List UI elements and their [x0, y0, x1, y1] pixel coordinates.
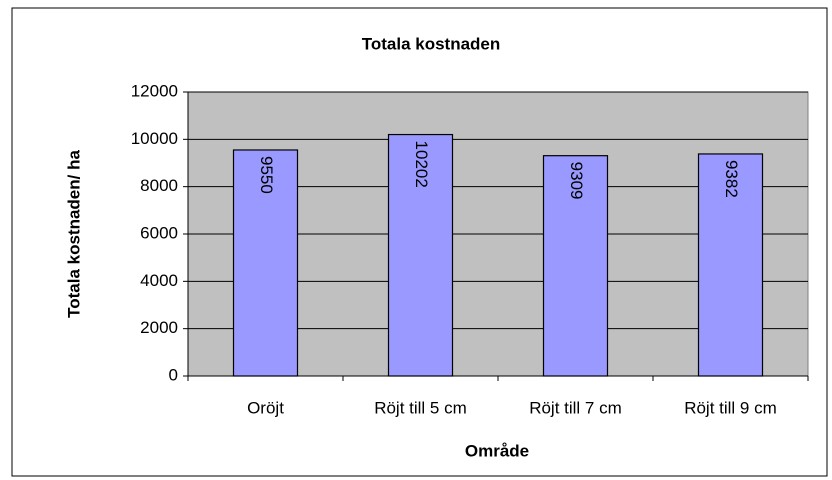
- x-tick-label: Oröjt: [247, 398, 284, 417]
- data-label: 9309: [567, 162, 586, 200]
- y-axis-label: Totala kostnaden/ ha: [64, 150, 83, 318]
- x-tick-label: Röjt till 5 cm: [374, 398, 467, 417]
- y-tick-label: 2000: [140, 318, 178, 337]
- y-tick-label: 6000: [140, 223, 178, 242]
- y-tick-label: 12000: [131, 81, 178, 100]
- y-tick-label: 10000: [131, 129, 178, 148]
- bar: [387, 133, 454, 377]
- y-tick-label: 8000: [140, 176, 178, 195]
- bar: [232, 149, 299, 377]
- y-tick-label: 0: [169, 365, 178, 384]
- data-label: 9550: [257, 156, 276, 194]
- data-label: 10202: [412, 141, 431, 188]
- x-tick-label: Röjt till 7 cm: [529, 398, 622, 417]
- x-axis-label: Område: [465, 441, 529, 460]
- bar: [697, 153, 764, 377]
- x-tick-label: Röjt till 9 cm: [684, 398, 777, 417]
- chart-title: Totala kostnaden: [362, 34, 501, 53]
- data-label: 9382: [722, 160, 741, 198]
- bar: [542, 155, 609, 377]
- y-tick-label: 4000: [140, 271, 178, 290]
